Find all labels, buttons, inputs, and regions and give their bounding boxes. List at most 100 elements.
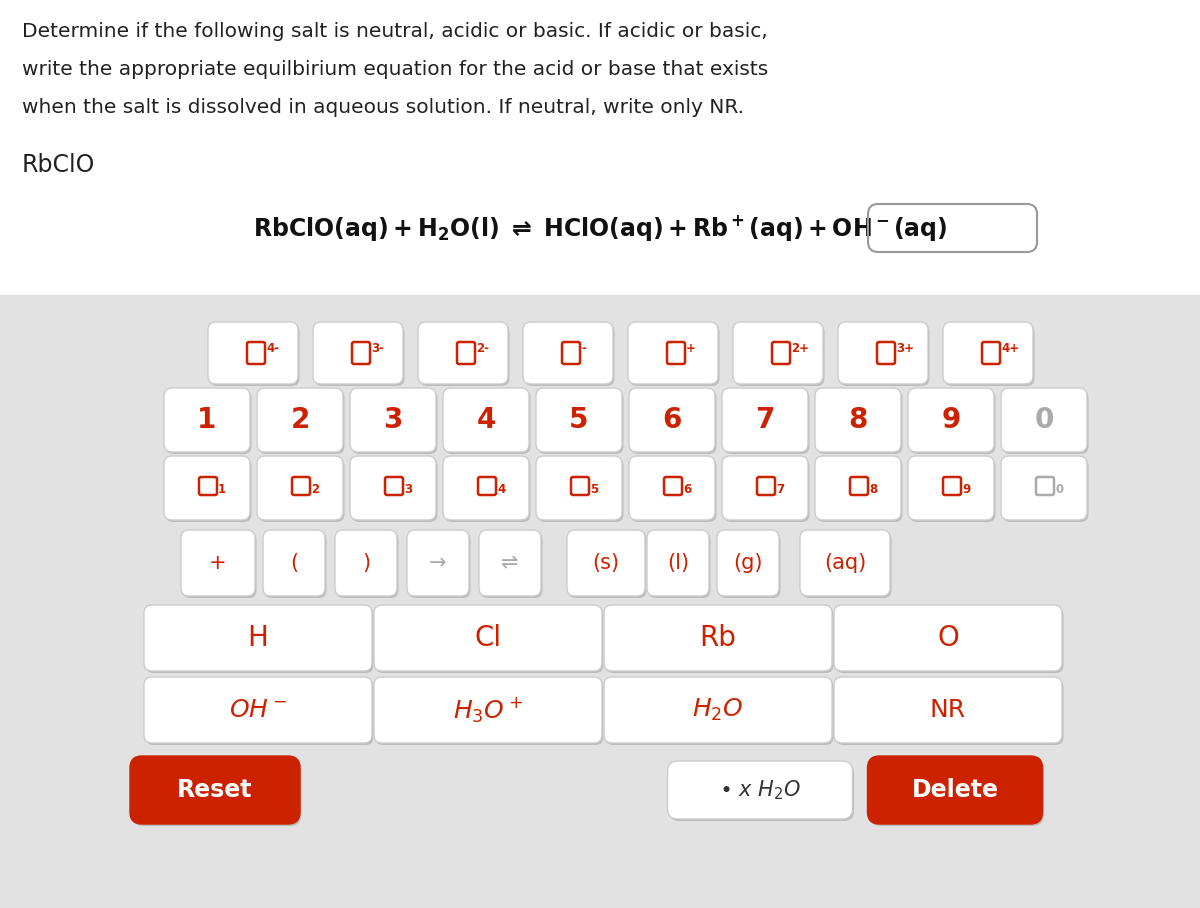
- FancyBboxPatch shape: [444, 390, 530, 454]
- Text: Determine if the following salt is neutral, acidic or basic. If acidic or basic,: Determine if the following salt is neutr…: [22, 22, 768, 41]
- FancyBboxPatch shape: [630, 458, 716, 522]
- Text: $OH^-$: $OH^-$: [229, 698, 287, 722]
- FancyBboxPatch shape: [263, 530, 325, 596]
- FancyBboxPatch shape: [145, 679, 373, 745]
- FancyBboxPatch shape: [144, 605, 372, 671]
- FancyBboxPatch shape: [719, 532, 780, 598]
- FancyBboxPatch shape: [1002, 458, 1088, 522]
- FancyBboxPatch shape: [130, 756, 300, 824]
- FancyBboxPatch shape: [910, 458, 996, 522]
- FancyBboxPatch shape: [835, 607, 1063, 673]
- FancyBboxPatch shape: [444, 458, 530, 522]
- FancyBboxPatch shape: [144, 677, 372, 743]
- FancyBboxPatch shape: [443, 456, 529, 520]
- FancyBboxPatch shape: [648, 532, 710, 598]
- FancyBboxPatch shape: [352, 390, 438, 454]
- FancyBboxPatch shape: [335, 530, 397, 596]
- Text: 4: 4: [476, 406, 496, 434]
- Bar: [0, 0, 1200, 295]
- FancyBboxPatch shape: [164, 456, 250, 520]
- FancyBboxPatch shape: [724, 458, 810, 522]
- FancyBboxPatch shape: [630, 324, 720, 386]
- Text: 2+: 2+: [791, 342, 809, 355]
- Text: Cl: Cl: [474, 624, 502, 652]
- FancyBboxPatch shape: [815, 388, 901, 452]
- Text: 2-: 2-: [476, 342, 490, 355]
- Text: 0: 0: [1034, 406, 1054, 434]
- FancyBboxPatch shape: [257, 388, 343, 452]
- FancyBboxPatch shape: [908, 388, 994, 452]
- FancyBboxPatch shape: [943, 322, 1033, 384]
- FancyBboxPatch shape: [376, 607, 604, 673]
- Text: Reset: Reset: [178, 778, 253, 802]
- Text: 6: 6: [683, 483, 691, 496]
- Text: 1: 1: [218, 483, 226, 496]
- FancyBboxPatch shape: [800, 530, 890, 596]
- FancyBboxPatch shape: [568, 530, 646, 596]
- FancyBboxPatch shape: [816, 390, 902, 454]
- Text: (g): (g): [733, 553, 763, 573]
- FancyBboxPatch shape: [734, 324, 824, 386]
- FancyBboxPatch shape: [1002, 390, 1088, 454]
- FancyBboxPatch shape: [480, 532, 542, 598]
- FancyBboxPatch shape: [145, 607, 373, 673]
- FancyBboxPatch shape: [536, 388, 622, 452]
- Text: NR: NR: [930, 698, 966, 722]
- Text: -: -: [581, 342, 586, 355]
- FancyBboxPatch shape: [722, 456, 808, 520]
- FancyBboxPatch shape: [868, 756, 1043, 824]
- FancyBboxPatch shape: [164, 388, 250, 452]
- Text: 3-: 3-: [371, 342, 384, 355]
- FancyBboxPatch shape: [257, 456, 343, 520]
- FancyBboxPatch shape: [944, 324, 1034, 386]
- FancyBboxPatch shape: [258, 458, 344, 522]
- Text: (aq): (aq): [824, 553, 866, 573]
- FancyBboxPatch shape: [314, 324, 404, 386]
- FancyBboxPatch shape: [523, 322, 613, 384]
- Text: Rb: Rb: [700, 624, 737, 652]
- FancyBboxPatch shape: [350, 456, 436, 520]
- Text: (s): (s): [593, 553, 619, 573]
- Text: 0: 0: [1055, 483, 1063, 496]
- FancyBboxPatch shape: [418, 322, 508, 384]
- Bar: [0, 295, 1200, 908]
- FancyBboxPatch shape: [670, 763, 854, 821]
- Text: O: O: [937, 624, 959, 652]
- FancyBboxPatch shape: [816, 458, 902, 522]
- FancyBboxPatch shape: [628, 322, 718, 384]
- FancyBboxPatch shape: [524, 324, 614, 386]
- FancyBboxPatch shape: [834, 605, 1062, 671]
- FancyBboxPatch shape: [722, 388, 808, 452]
- FancyBboxPatch shape: [815, 456, 901, 520]
- Text: (l): (l): [667, 553, 689, 573]
- Text: 2: 2: [311, 483, 319, 496]
- FancyBboxPatch shape: [834, 677, 1062, 743]
- Text: 7: 7: [776, 483, 784, 496]
- FancyBboxPatch shape: [166, 390, 252, 454]
- FancyBboxPatch shape: [1001, 388, 1087, 452]
- Text: 9: 9: [941, 406, 961, 434]
- Text: 7: 7: [755, 406, 775, 434]
- FancyBboxPatch shape: [606, 607, 834, 673]
- FancyBboxPatch shape: [802, 532, 892, 598]
- Text: +: +: [209, 553, 227, 573]
- FancyBboxPatch shape: [420, 324, 510, 386]
- FancyBboxPatch shape: [724, 390, 810, 454]
- Text: (: (: [290, 553, 298, 573]
- FancyBboxPatch shape: [407, 530, 469, 596]
- Text: ⇌: ⇌: [502, 553, 518, 573]
- Text: 4-: 4-: [266, 342, 280, 355]
- FancyBboxPatch shape: [838, 322, 928, 384]
- Text: 3: 3: [404, 483, 412, 496]
- FancyBboxPatch shape: [604, 677, 832, 743]
- Text: when the salt is dissolved in aqueous solution. If neutral, write only NR.: when the salt is dissolved in aqueous so…: [22, 98, 744, 117]
- Text: 8: 8: [869, 483, 877, 496]
- FancyBboxPatch shape: [733, 322, 823, 384]
- FancyBboxPatch shape: [408, 532, 470, 598]
- FancyBboxPatch shape: [629, 388, 715, 452]
- FancyBboxPatch shape: [536, 456, 622, 520]
- Text: Delete: Delete: [912, 778, 998, 802]
- FancyBboxPatch shape: [350, 388, 436, 452]
- FancyBboxPatch shape: [569, 532, 647, 598]
- Text: 1: 1: [197, 406, 217, 434]
